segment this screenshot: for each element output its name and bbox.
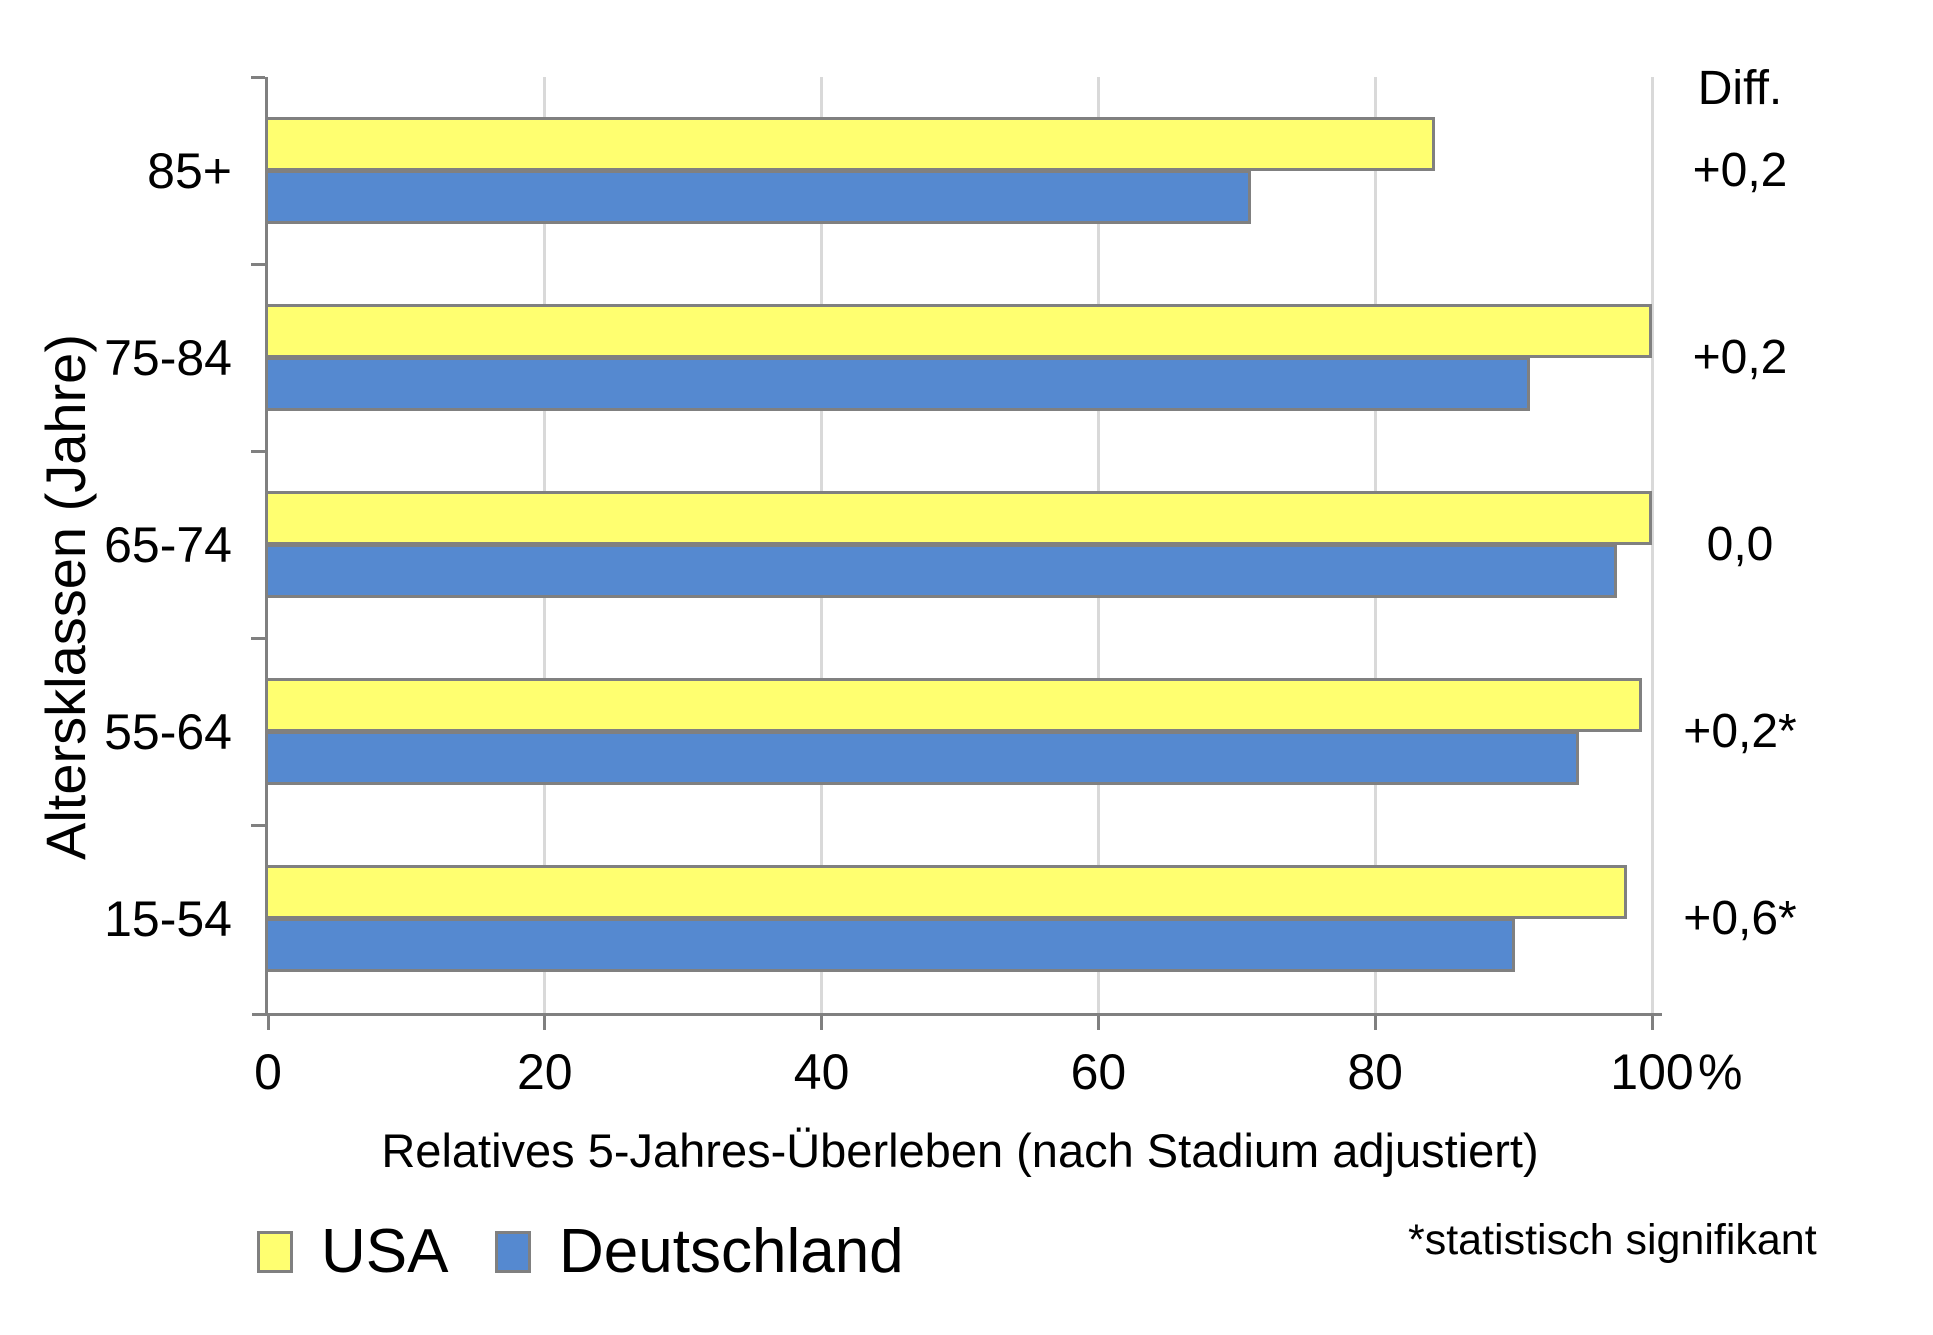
x-tick-label: 60 bbox=[1070, 1044, 1127, 1100]
x-tick-label: 40 bbox=[793, 1044, 850, 1100]
x-axis-line bbox=[252, 1013, 1662, 1016]
x-tick-mark bbox=[543, 1016, 547, 1030]
diff-value: 0,0 bbox=[1706, 518, 1774, 571]
y-category-label: 55-64 bbox=[104, 704, 232, 761]
x-tick-label: 100 bbox=[1610, 1044, 1694, 1100]
bar-usa bbox=[265, 491, 1652, 545]
bar-deutschland bbox=[265, 731, 1579, 786]
x-tick-mark bbox=[266, 1016, 270, 1030]
bar-deutschland bbox=[265, 918, 1515, 973]
x-tick-mark bbox=[1650, 1016, 1654, 1030]
bar-deutschland bbox=[265, 356, 1531, 411]
y-axis-line bbox=[265, 77, 268, 1016]
bar-deutschland bbox=[265, 544, 1618, 598]
y-category-label: 15-54 bbox=[104, 891, 232, 948]
bar-usa bbox=[265, 303, 1652, 358]
diff-column-header: Diff. bbox=[1697, 62, 1783, 115]
y-category-label: 85+ bbox=[147, 142, 232, 199]
bar-usa bbox=[265, 678, 1643, 733]
legend-label-usa: USA bbox=[321, 1217, 449, 1286]
legend-label-deutschland: Deutschland bbox=[559, 1217, 904, 1286]
x-axis-unit-label: % bbox=[1698, 1044, 1743, 1100]
diff-value: +0,2 bbox=[1692, 143, 1788, 197]
x-axis-title: Relatives 5-Jahres-Überleben (nach Stadi… bbox=[381, 1124, 1539, 1177]
x-tick-mark bbox=[1373, 1016, 1377, 1030]
legend-item-deutschland: Deutschland bbox=[495, 1219, 904, 1285]
y-tick-mark bbox=[251, 824, 265, 828]
x-tick-label: 20 bbox=[516, 1044, 573, 1100]
legend-swatch-deutschland bbox=[495, 1231, 531, 1273]
x-tick-label: 80 bbox=[1347, 1044, 1403, 1100]
y-axis-title: Altersklassen (Jahre) bbox=[34, 334, 97, 860]
legend-swatch-usa bbox=[257, 1231, 293, 1273]
bar-usa bbox=[265, 865, 1628, 920]
diff-value: +0,6* bbox=[1683, 892, 1797, 946]
x-tick-label: 0 bbox=[254, 1044, 282, 1100]
x-gridline bbox=[1650, 77, 1654, 1013]
y-tick-mark bbox=[251, 637, 265, 641]
y-tick-mark bbox=[251, 449, 265, 453]
y-tick-mark bbox=[251, 75, 265, 79]
bar-usa bbox=[265, 116, 1435, 171]
x-tick-mark bbox=[820, 1016, 824, 1030]
y-category-label: 75-84 bbox=[104, 329, 232, 386]
y-tick-mark bbox=[251, 262, 265, 266]
significance-footnote: *statistisch signifikant bbox=[1408, 1216, 1817, 1264]
y-category-label: 65-74 bbox=[104, 517, 232, 573]
bar-deutschland bbox=[265, 169, 1251, 224]
diff-value: +0,2* bbox=[1683, 705, 1797, 759]
x-tick-mark bbox=[1096, 1016, 1100, 1030]
diff-value: +0,2 bbox=[1692, 330, 1788, 384]
legend-item-usa: USA bbox=[257, 1219, 448, 1285]
